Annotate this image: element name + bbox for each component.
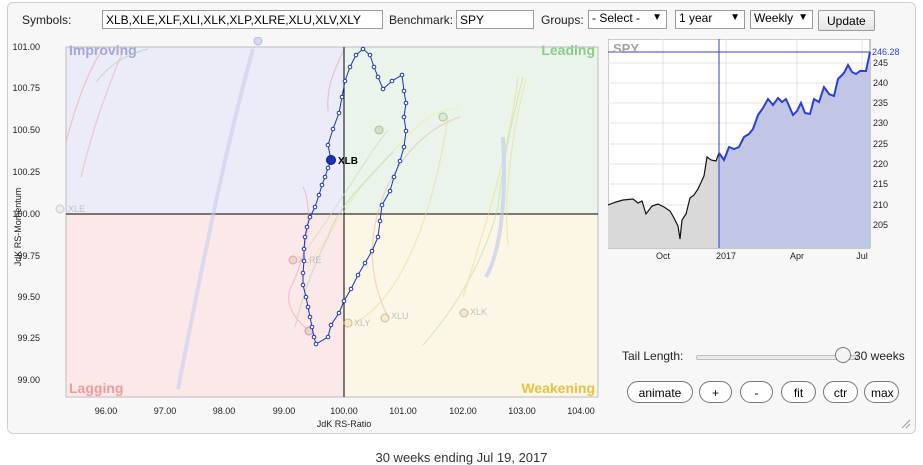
plot-border <box>65 46 599 398</box>
y-axis-title: JdK RS-Momentum <box>13 188 23 267</box>
spy-last-value: 246.28 <box>872 47 900 57</box>
spy-recent-line <box>718 51 871 163</box>
faded-points <box>55 36 469 336</box>
animate-button[interactable]: animate <box>627 381 693 403</box>
chevron-down-icon: ▼ <box>730 12 740 23</box>
spy-recent-area <box>719 52 870 248</box>
x-tick: 96.00 <box>95 406 118 416</box>
spy-x-tick: Jul <box>856 251 868 261</box>
spy-y-tick: 220 <box>873 159 888 169</box>
x-axis-title: JdK RS-Ratio <box>317 419 372 429</box>
zoom-out-button[interactable]: - <box>740 381 773 403</box>
faded-label-xly: XLY <box>354 318 370 328</box>
spy-chart[interactable]: SPY 245 240 235 230 225 220 215 210 205 … <box>607 38 908 267</box>
spy-x-axis: Oct 2017 Apr Jul <box>656 251 868 261</box>
y-tick: 100.25 <box>12 167 40 177</box>
spy-y-tick: 230 <box>873 118 888 128</box>
quadrant-label-weakening: Weakening <box>521 380 595 396</box>
y-tick: 100.00 <box>12 209 40 219</box>
y-tick: 99.00 <box>17 375 40 385</box>
x-tick: 98.00 <box>213 406 236 416</box>
symbols-input[interactable] <box>102 10 383 29</box>
tail-length-value: 30 weeks <box>854 349 905 363</box>
y-tick: 99.50 <box>17 292 40 302</box>
spy-y-axis: 245 240 235 230 225 220 215 210 205 <box>873 58 888 230</box>
y-tick: 100.75 <box>12 83 40 93</box>
faded-label-xlk: XLK <box>470 307 487 317</box>
spy-y-tick: 245 <box>873 58 888 68</box>
chart-caption: 30 weeks ending Jul 19, 2017 <box>375 450 548 465</box>
spy-y-tick: 225 <box>873 139 888 149</box>
y-axis: 101.00 100.75 100.50 100.25 100.00 99.75… <box>12 42 40 385</box>
max-button[interactable]: max <box>864 381 899 403</box>
spy-y-tick: 210 <box>873 200 888 210</box>
x-tick: 102.00 <box>449 406 477 416</box>
period-select[interactable]: 1 year ▼ <box>675 10 745 29</box>
xlb-head-point[interactable] <box>326 155 336 165</box>
spy-y-tick: 240 <box>873 78 888 88</box>
resize-grip-icon[interactable] <box>901 419 911 429</box>
spy-y-tick: 205 <box>873 220 888 230</box>
x-tick: 101.00 <box>389 406 417 416</box>
chevron-down-icon: ▼ <box>652 12 662 23</box>
rrg-panel: Symbols: Benchmark: Groups: - Select - ▼… <box>7 2 916 434</box>
quadrant-label-leading: Leading <box>541 42 595 58</box>
faded-label-xle: XLE <box>68 204 85 214</box>
x-tick: 100.00 <box>330 406 358 416</box>
period-select-value: 1 year <box>679 11 713 25</box>
x-tick: 97.00 <box>154 406 177 416</box>
tail-length-slider-handle[interactable] <box>835 347 851 363</box>
groups-label: Groups: <box>541 13 584 27</box>
spy-y-tick: 215 <box>873 179 888 189</box>
x-axis: 96.00 97.00 98.00 99.00 100.00 101.00 10… <box>95 406 595 416</box>
x-tick: 104.00 <box>567 406 595 416</box>
rrg-chart[interactable]: Improving Leading Lagging Weakening <box>8 36 608 433</box>
spy-x-tick: Oct <box>656 251 671 261</box>
toolbar: Symbols: Benchmark: Groups: - Select - ▼… <box>8 3 915 37</box>
tail-length-slider[interactable] <box>696 355 858 360</box>
y-tick: 99.75 <box>17 251 40 261</box>
frequency-select[interactable]: Weekly ▼ <box>750 10 813 29</box>
quadrant-label-lagging: Lagging <box>69 380 123 396</box>
tail-length-label: Tail Length: <box>622 349 684 363</box>
center-button[interactable]: ctr <box>823 381 858 403</box>
spy-title: SPY <box>613 41 639 56</box>
zoom-in-button[interactable]: + <box>699 381 732 403</box>
benchmark-input[interactable] <box>456 10 534 29</box>
faded-label-xlre: XLRE <box>298 255 322 265</box>
faded-symbol-labels: XLE XLRE XLY XLU XLK <box>68 204 487 328</box>
xlb-tail[interactable]: XLB <box>300 46 409 347</box>
rrg-chart-area: Improving Leading Lagging Weakening <box>8 36 608 436</box>
groups-select-value: - Select - <box>592 11 641 25</box>
spy-x-tick: 2017 <box>716 251 736 261</box>
spy-chart-area: SPY 245 240 235 230 225 220 215 210 205 … <box>607 38 908 270</box>
faded-label-xlu: XLU <box>391 311 409 321</box>
xlb-label: XLB <box>338 156 358 167</box>
quadrant-weakening <box>344 214 598 397</box>
update-button[interactable]: Update <box>818 10 875 31</box>
frequency-select-value: Weekly <box>754 11 794 25</box>
y-tick: 101.00 <box>12 42 40 52</box>
quadrant-leading <box>344 47 598 214</box>
quadrant-improving <box>66 47 344 214</box>
quadrant-lagging <box>66 214 344 397</box>
faded-tails <box>65 48 527 390</box>
benchmark-label: Benchmark: <box>389 13 454 27</box>
groups-select[interactable]: - Select - ▼ <box>588 10 667 29</box>
fit-button[interactable]: fit <box>781 381 816 403</box>
y-tick: 99.25 <box>17 333 40 343</box>
y-tick: 100.50 <box>12 125 40 135</box>
spy-hist-line <box>607 152 720 240</box>
chevron-down-icon: ▼ <box>798 12 808 23</box>
spy-x-tick: Apr <box>790 251 804 261</box>
spy-y-tick: 235 <box>873 98 888 108</box>
x-tick: 103.00 <box>508 406 536 416</box>
x-tick: 99.00 <box>273 406 296 416</box>
symbols-label: Symbols: <box>22 13 72 27</box>
spy-hist-area <box>608 153 719 248</box>
